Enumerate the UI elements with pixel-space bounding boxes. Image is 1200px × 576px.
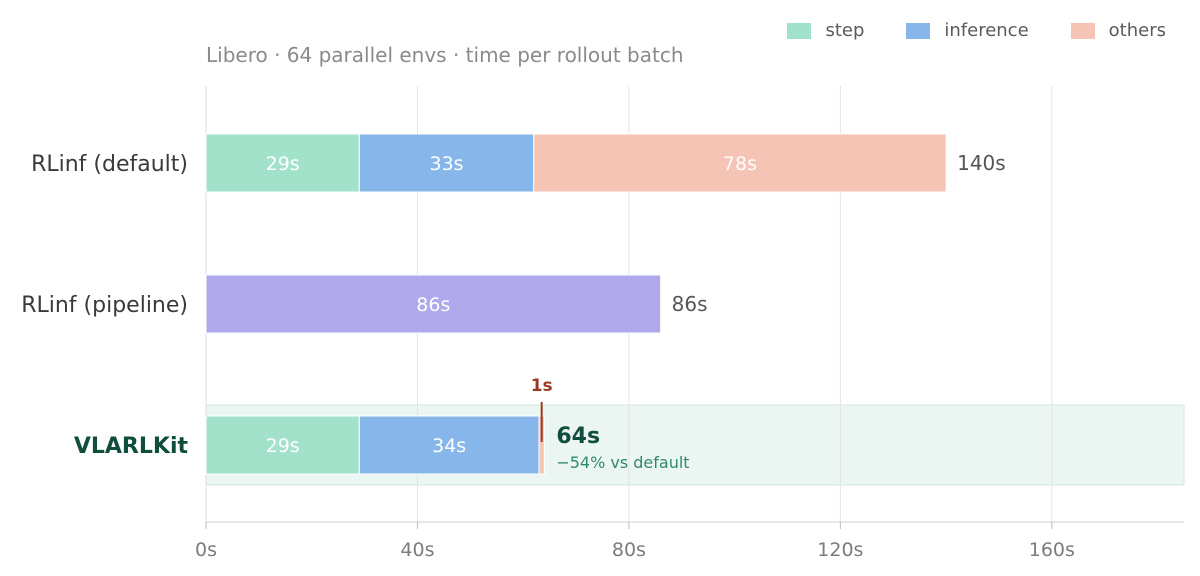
legend-label-step: step	[825, 20, 865, 41]
bar-segment-label-0-others: 78s	[723, 153, 757, 175]
chart-title: Libero · 64 parallel envs · time per rol…	[206, 43, 684, 67]
legend-item-step: step	[787, 20, 864, 41]
legend-item-inference: inference	[906, 20, 1029, 41]
x-tick-label-0: 0s	[195, 539, 217, 561]
annotation-label-2: 1s	[531, 376, 553, 396]
total-subnote-2: −54% vs default	[556, 453, 689, 472]
bar-segment-label-0-inference: 33s	[429, 153, 463, 175]
legend-label-inference: inference	[944, 20, 1029, 41]
bar-segment-label-1-pipeline: 86s	[416, 294, 450, 316]
category-label-1: RLinf (pipeline)	[21, 293, 188, 318]
x-tick-label-4: 160s	[1029, 539, 1075, 561]
bar-segment-2-step	[205, 415, 360, 475]
x-tick-label-3: 120s	[817, 539, 863, 561]
bar-segment-label-2-step: 29s	[266, 435, 300, 457]
category-label-0: RLinf (default)	[31, 152, 188, 177]
legend-swatch-others	[1070, 22, 1095, 39]
bar-segment-1-pipeline	[205, 274, 662, 334]
total-label-2: 64s	[556, 424, 600, 449]
category-label-2: VLARLKit	[74, 434, 189, 459]
bar-segment-0-inference	[358, 133, 535, 193]
bar-segment-label-0-step: 29s	[266, 153, 300, 175]
chart-legend: step inference others	[787, 20, 1166, 41]
legend-swatch-inference	[906, 22, 931, 39]
x-tick-label-2: 80s	[612, 539, 646, 561]
legend-label-others: others	[1108, 20, 1166, 41]
total-label-1: 86s	[672, 292, 708, 316]
bar-segment-0-others	[533, 133, 947, 193]
bar-segment-label-2-inference: 34s	[432, 435, 466, 457]
legend-item-others: others	[1070, 20, 1166, 41]
x-tick-label-1: 40s	[400, 539, 434, 561]
legend-swatch-step	[787, 22, 812, 39]
total-label-0: 140s	[957, 151, 1006, 175]
